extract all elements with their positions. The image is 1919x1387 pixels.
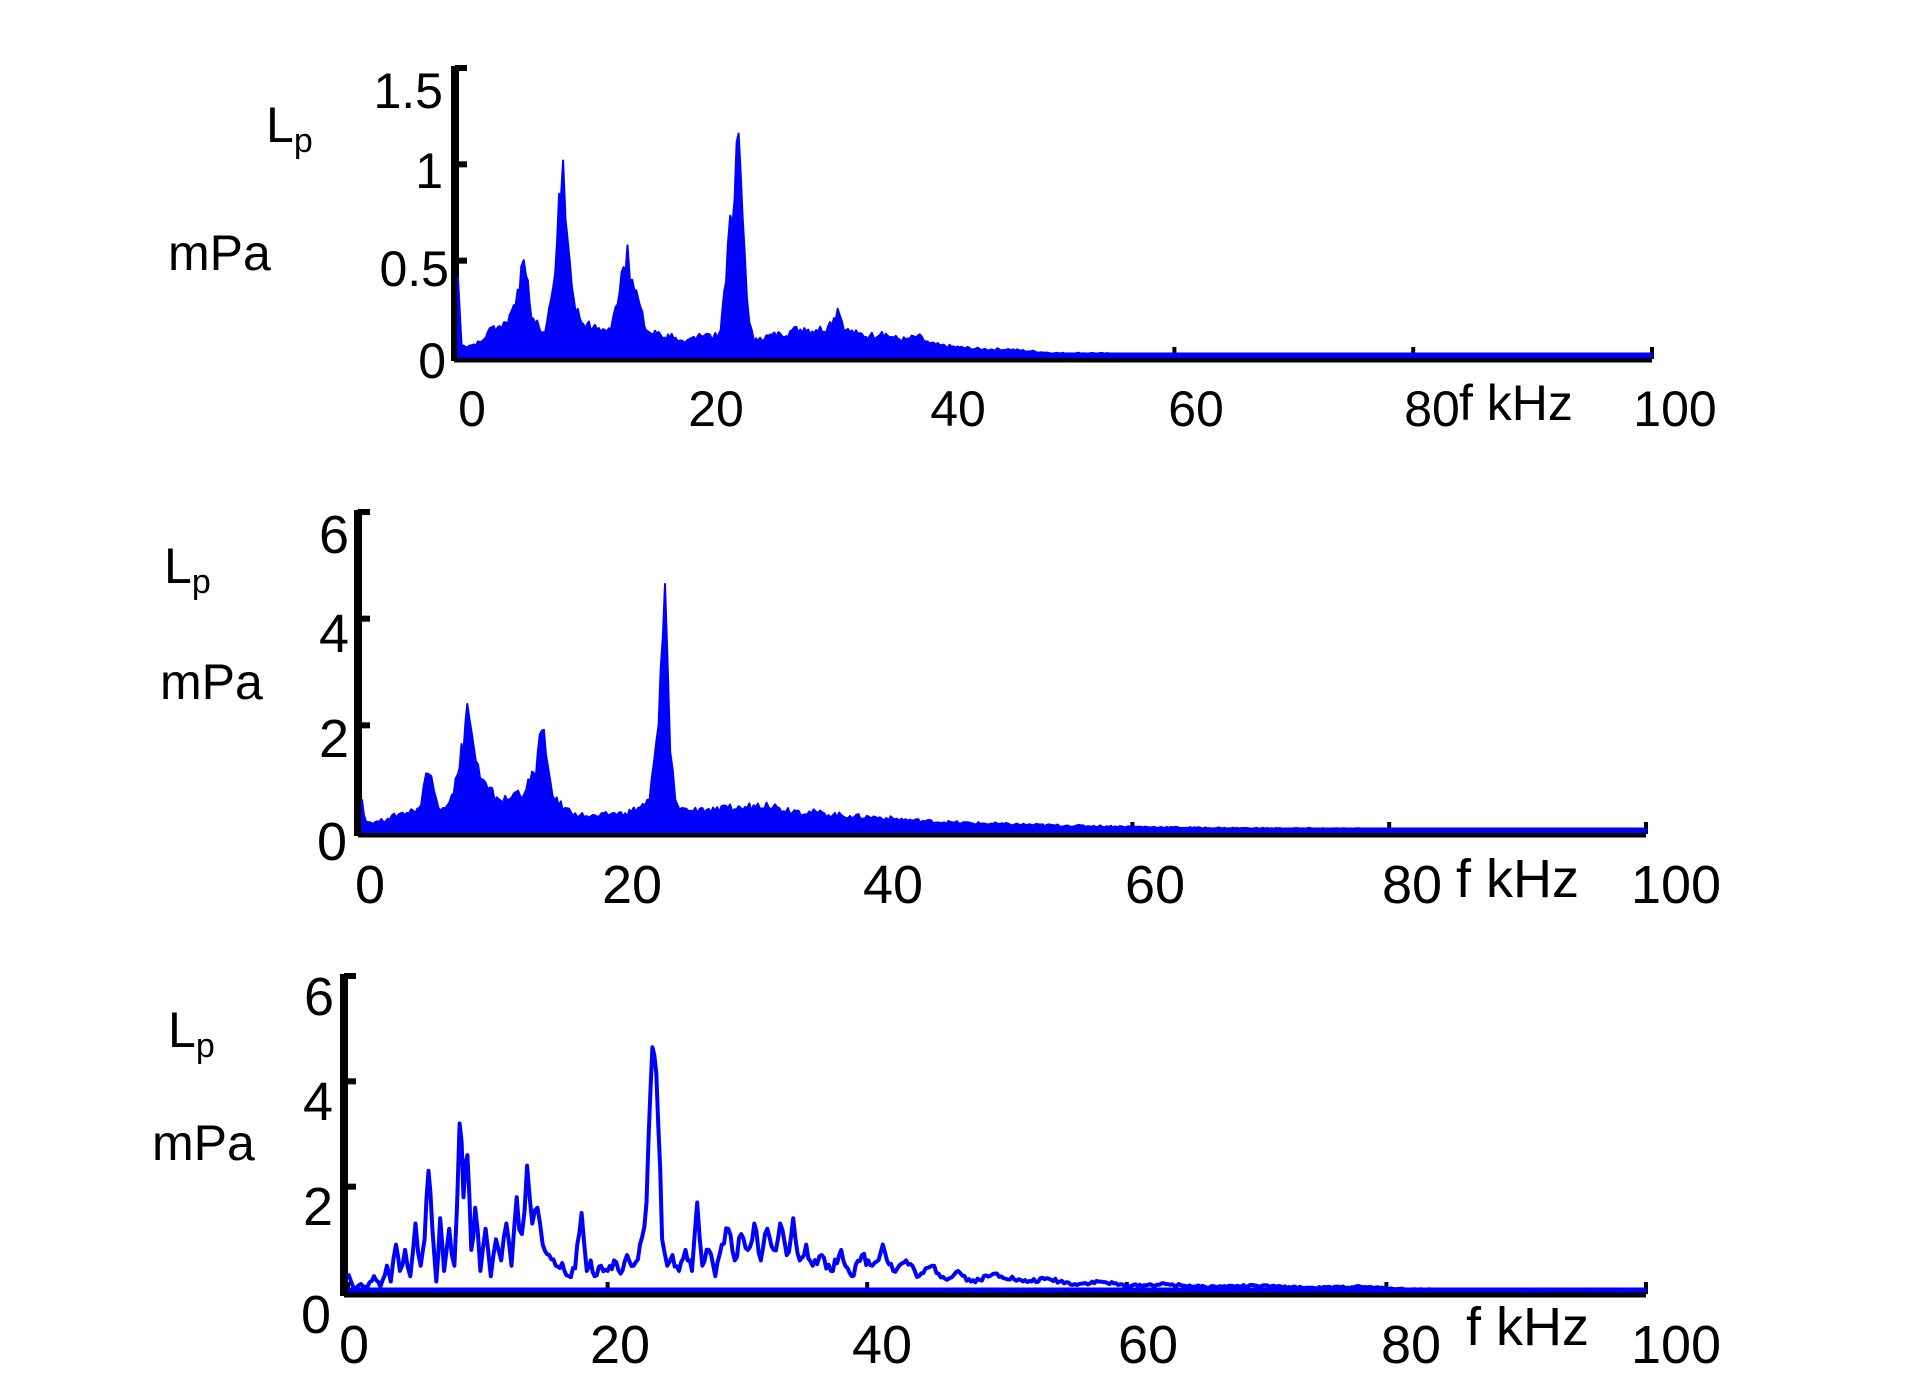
- x-tick-label: 20: [601, 855, 663, 915]
- x-axis-label-3: f kHz: [1466, 1297, 1590, 1357]
- y-tick-label: 2: [318, 709, 349, 769]
- x-tick-label: 60: [1168, 381, 1224, 437]
- axes: [354, 509, 1648, 838]
- y-tick-label: 0: [418, 333, 446, 389]
- x-tick-label: 40: [851, 1315, 913, 1375]
- axes: [340, 973, 1648, 1298]
- x-tick-label: 80: [1404, 381, 1460, 437]
- x-tick-label: 0: [338, 1315, 370, 1375]
- y-tick-label: 2: [302, 1177, 333, 1237]
- x-tick-label: 100: [1633, 381, 1717, 437]
- y-tick-label: 1.5: [373, 63, 443, 119]
- x-tick-label: 80: [1381, 855, 1443, 915]
- y-axis-label-3: Lp: [168, 1002, 215, 1065]
- x-tick-label: 40: [930, 381, 986, 437]
- y-axis-unit-1: mPa: [168, 225, 271, 281]
- x-axis-label-1: f kHz: [1459, 375, 1573, 431]
- plot-area-2: [354, 509, 1648, 838]
- x-tick-label: 0: [458, 381, 486, 437]
- spectrum-series: [346, 1045, 1647, 1293]
- x-axis-label-2: f kHz: [1456, 849, 1580, 909]
- x-tick-label: 40: [862, 855, 924, 915]
- y-tick-label: 0: [300, 1285, 331, 1345]
- y-axis-label-2: Lp: [164, 538, 211, 601]
- x-tick-label: 60: [1117, 1315, 1179, 1375]
- spectrum-panel-1: Lp mPa 1.5 1 0.5 0 0 20 40 60 80 f kHz 1…: [0, 0, 1919, 460]
- y-tick-label: 1: [415, 143, 443, 199]
- y-tick-label: 6: [303, 967, 334, 1027]
- y-tick-label: 0: [316, 812, 347, 872]
- y-axis-unit-3: mPa: [152, 1115, 255, 1171]
- y-tick-label: 4: [318, 604, 349, 664]
- x-tick-label: 20: [589, 1315, 651, 1375]
- y-axis-unit-2: mPa: [160, 654, 263, 710]
- x-tick-label: 100: [1630, 855, 1722, 915]
- x-tick-label: 20: [688, 381, 744, 437]
- x-tick-label: 0: [354, 855, 386, 915]
- spectrum-panel-2: Lp mPa 6 4 2 0 0 20 40 60 80 f kHz 100: [160, 505, 1722, 915]
- x-tick-label: 60: [1124, 855, 1186, 915]
- y-tick-label: 0.5: [379, 241, 449, 297]
- y-tick-label: 4: [302, 1072, 333, 1132]
- y-axis-label-1: Lp: [266, 97, 313, 160]
- x-tick-label: 100: [1630, 1315, 1722, 1375]
- plot-area-1: [451, 65, 1654, 363]
- x-tick-label: 80: [1380, 1315, 1442, 1375]
- y-tick-label: 6: [318, 505, 349, 565]
